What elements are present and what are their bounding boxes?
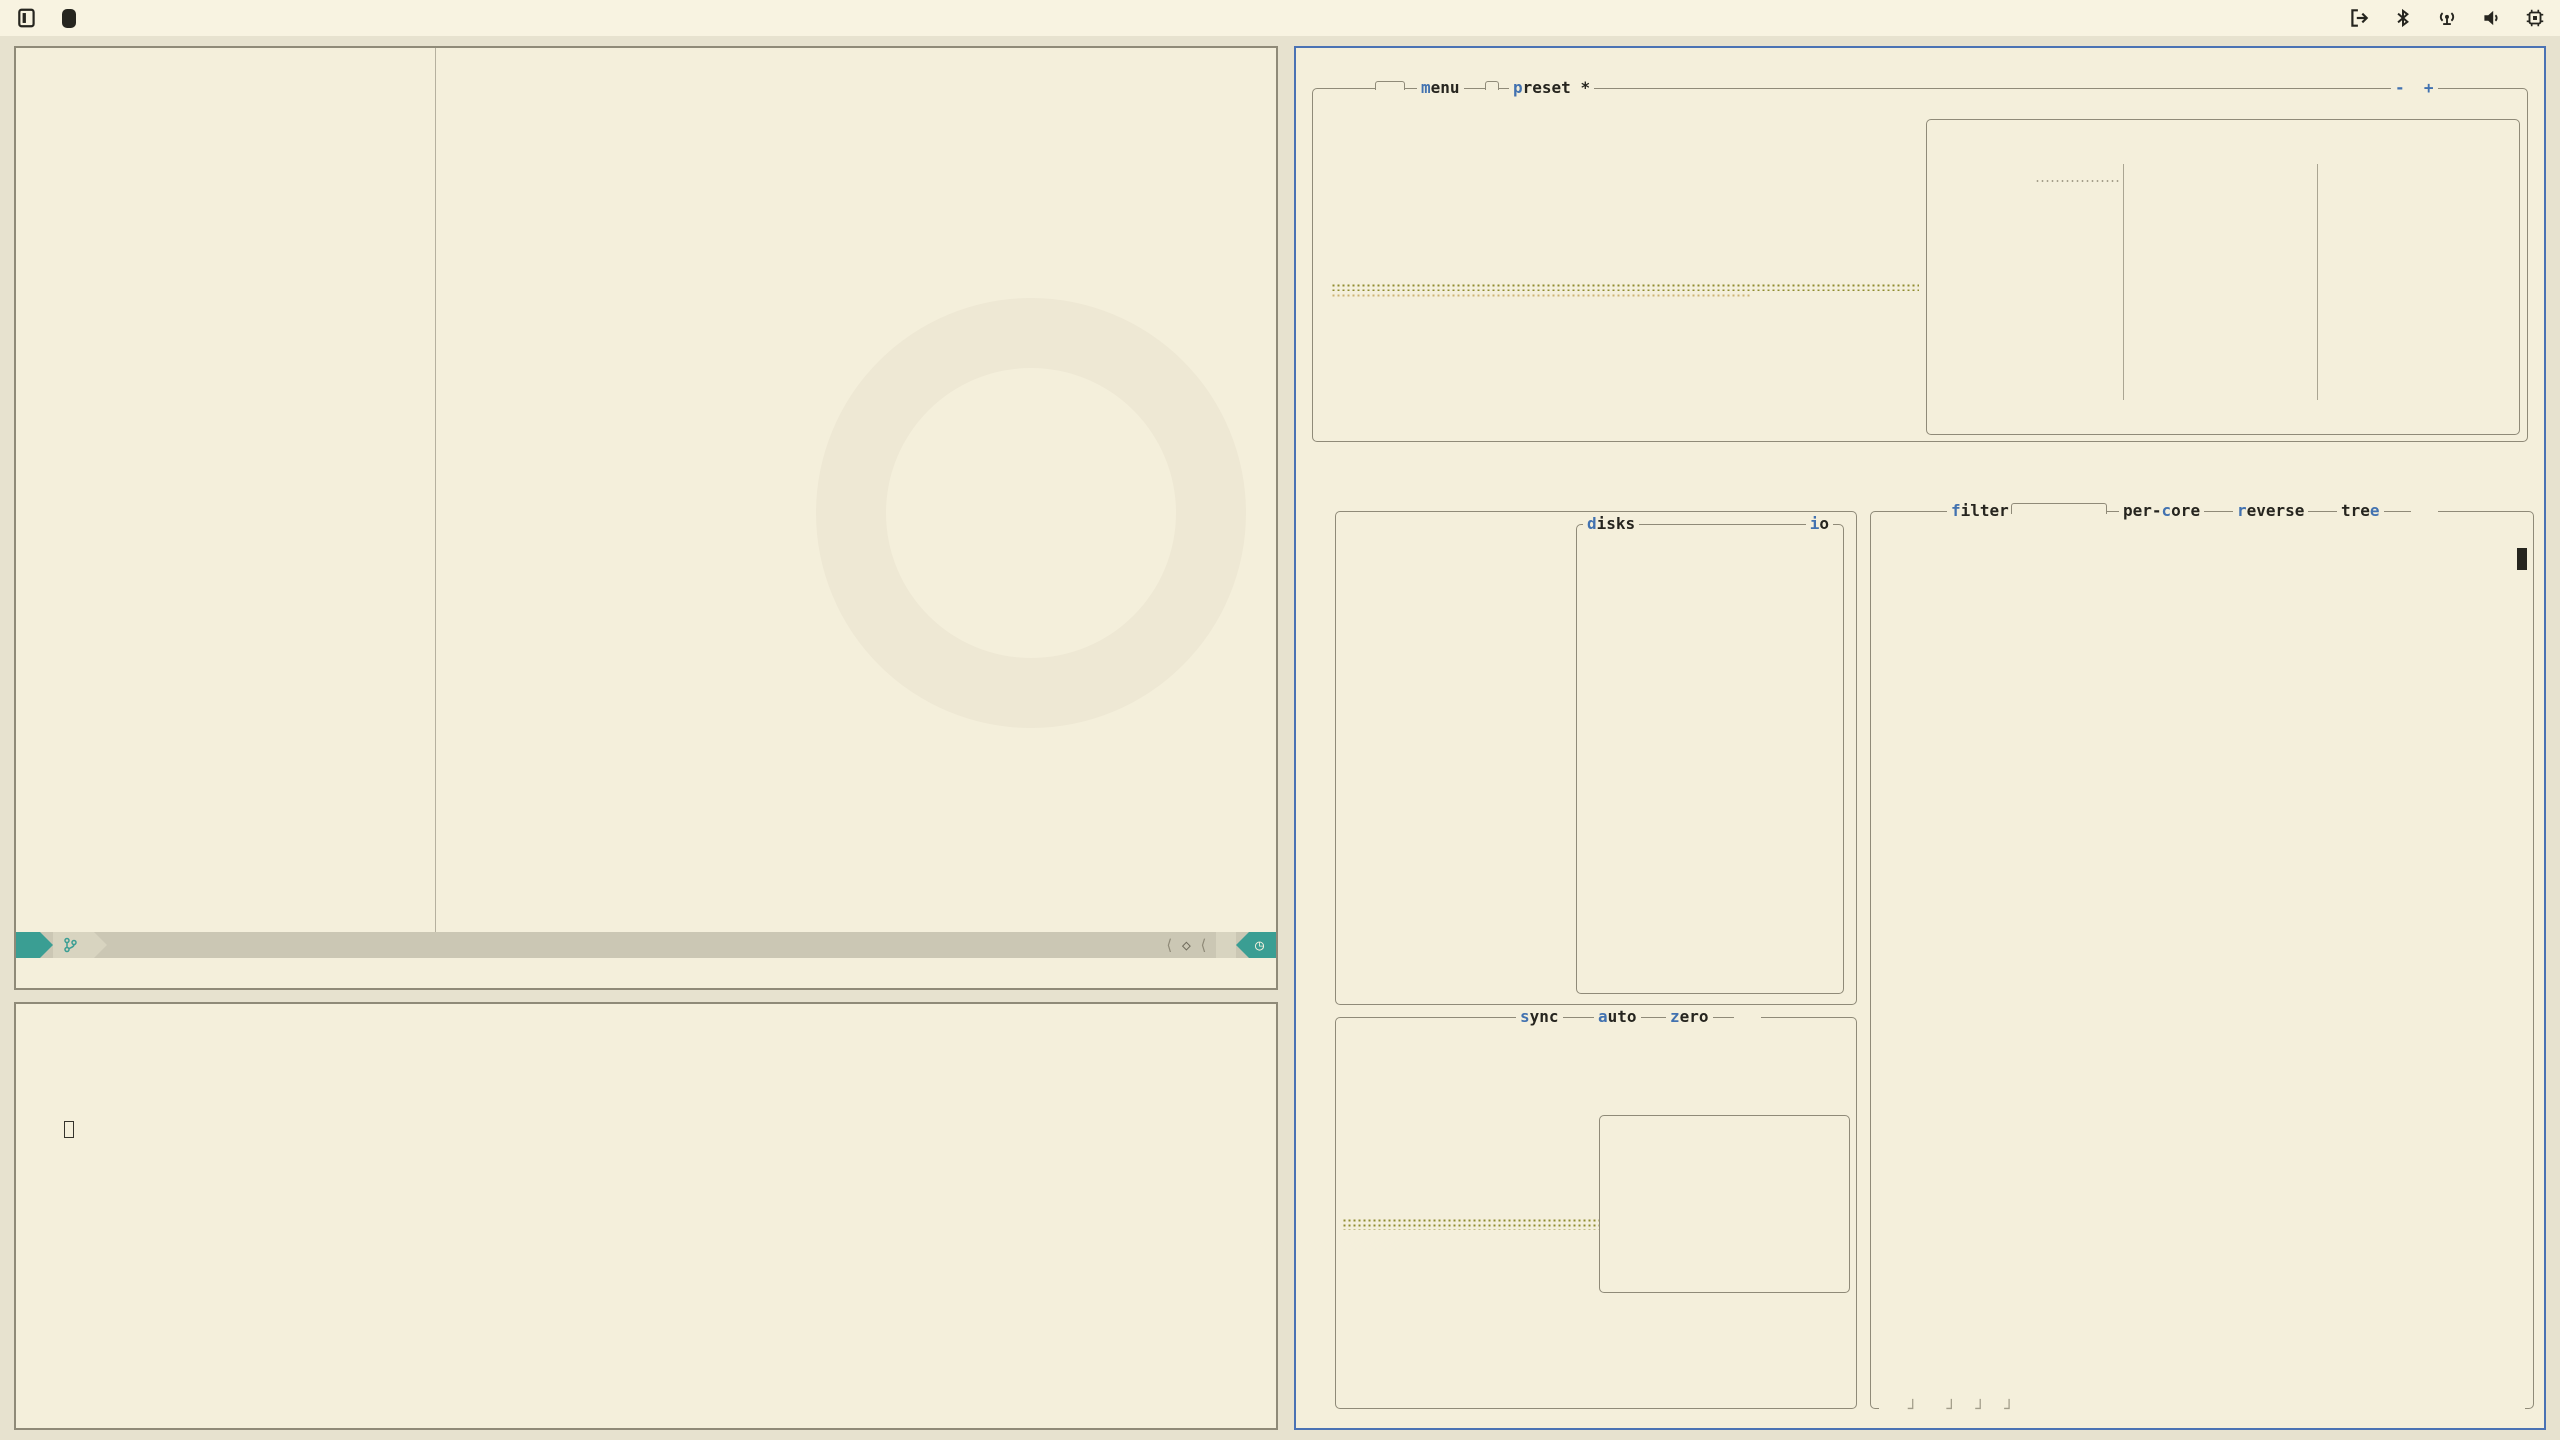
net-speed-box xyxy=(1599,1115,1850,1293)
logout-icon[interactable] xyxy=(2348,7,2370,29)
volume-icon[interactable] xyxy=(2480,7,2502,29)
cpu-detail-box xyxy=(1926,119,2520,435)
io-toggle[interactable]: io xyxy=(1805,514,1833,534)
collapsed-box[interactable] xyxy=(1375,81,1405,90)
preset-button[interactable]: preset * xyxy=(1509,78,1595,98)
omarchy-logo-icon[interactable] xyxy=(16,7,38,29)
mode-badge xyxy=(16,932,40,958)
cpu-history-graph2 xyxy=(1331,293,1751,298)
bluetooth-icon[interactable] xyxy=(2392,7,2414,29)
register-count: ◇ xyxy=(1181,936,1191,954)
top-bar xyxy=(0,0,2560,36)
workspace-1-active[interactable] xyxy=(62,8,76,28)
network-icon[interactable] xyxy=(2436,7,2458,29)
omarchy-watermark xyxy=(816,298,1246,728)
statusline: ⟨ ◇ ⟨ ◷ xyxy=(16,932,1276,958)
powerline-arrow xyxy=(94,932,107,958)
pane-separator[interactable] xyxy=(435,48,436,932)
interval-control[interactable]: - + xyxy=(2391,78,2438,98)
menu-button[interactable]: menu xyxy=(1417,78,1464,98)
btop-net-box[interactable]: sync auto zero xyxy=(1335,1007,1857,1409)
info-action[interactable] xyxy=(1927,1399,1937,1419)
scrollbar-thumb[interactable] xyxy=(2517,548,2527,570)
collapsed-box[interactable] xyxy=(1485,81,1499,90)
disks-box-title[interactable]: disks xyxy=(1583,514,1640,534)
btop-proc-box[interactable]: filter per-core reverse tree xyxy=(1870,501,2534,1419)
window-terminal[interactable] xyxy=(14,1002,1278,1430)
net-sync-toggle[interactable]: sync xyxy=(1516,1007,1563,1027)
cpu-chip-icon[interactable] xyxy=(2524,7,2546,29)
window-neovim[interactable]: ⟨ ◇ ⟨ ◷ xyxy=(14,46,1278,990)
statusline-clock: ◷ xyxy=(1248,932,1276,958)
git-branch xyxy=(53,932,94,958)
cursor-position xyxy=(1215,932,1236,958)
btop-cpu-box[interactable]: menu preset * - + xyxy=(1312,78,2528,442)
terminal-cursor xyxy=(64,1121,74,1138)
powerline-arrow xyxy=(40,932,53,958)
powerline-arrow xyxy=(1235,932,1249,958)
sort-column-switch[interactable] xyxy=(2411,501,2439,521)
reverse-toggle[interactable]: reverse xyxy=(2233,501,2309,521)
filter-input[interactable] xyxy=(2011,503,2107,514)
load-average xyxy=(2497,404,2507,424)
tree-toggle[interactable]: tree xyxy=(2337,501,2384,521)
btop-disks-box[interactable]: disks io xyxy=(1576,514,1844,994)
cpu-history-graph xyxy=(1331,283,1919,291)
net-interface-switch[interactable] xyxy=(1734,1007,1762,1027)
proc-footer: ┘ ┘ ┘ ┘ xyxy=(1879,1399,2525,1419)
btop-mem-box[interactable]: disks io xyxy=(1335,511,1857,1005)
window-btop[interactable]: menu preset * - + xyxy=(1294,46,2546,1430)
per-core-toggle[interactable]: per-core xyxy=(2119,501,2205,521)
prompt-line-2[interactable] xyxy=(16,1121,1276,1143)
ls-header xyxy=(16,1078,1276,1100)
net-zero-toggle[interactable]: zero xyxy=(1666,1007,1713,1027)
net-graph xyxy=(1342,1032,1642,1392)
prompt-line xyxy=(16,1056,1276,1078)
filter-button[interactable]: filter xyxy=(1947,501,2013,521)
net-auto-toggle[interactable]: auto xyxy=(1594,1007,1641,1027)
proc-header[interactable] xyxy=(1879,520,2525,541)
branch-icon xyxy=(64,937,77,953)
